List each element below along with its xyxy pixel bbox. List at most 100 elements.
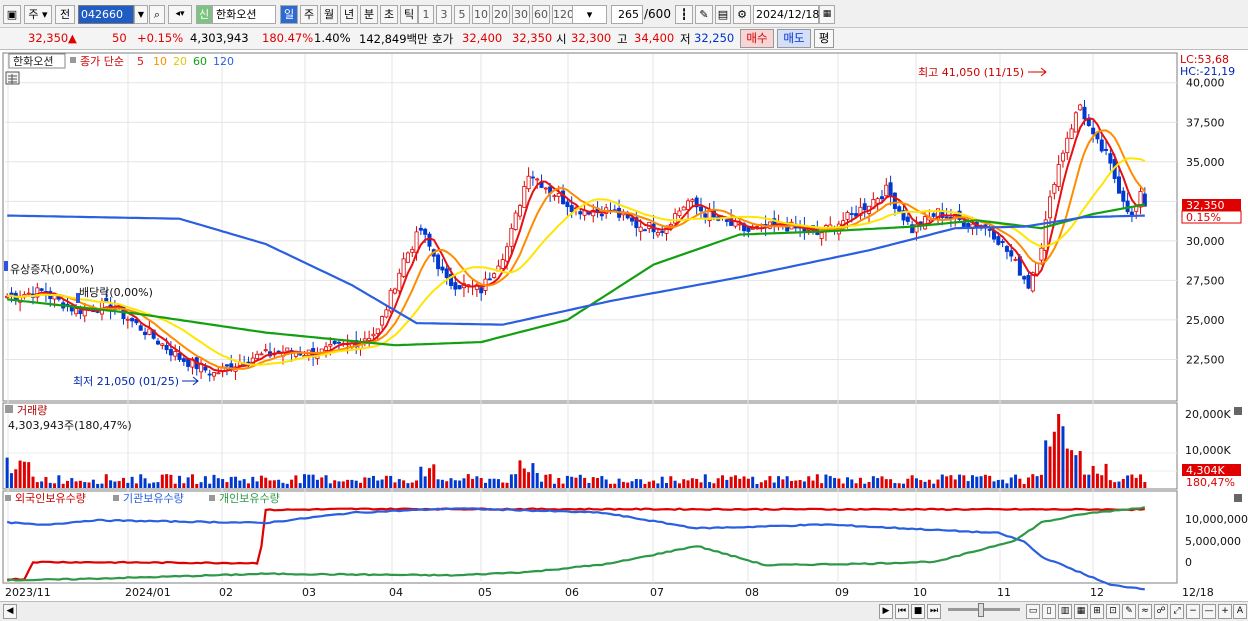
stock-name-field[interactable]: 한화오션 xyxy=(212,5,276,24)
period-tab-6[interactable]: 틱 xyxy=(400,5,418,24)
tool-icon-4[interactable]: ☍ xyxy=(1154,604,1168,619)
candle-body xyxy=(168,349,173,356)
layout-icon-4[interactable]: ▦ xyxy=(1074,604,1088,619)
period-tab-4[interactable]: 분 xyxy=(360,5,378,24)
candle-body xyxy=(336,341,341,344)
eval-button[interactable]: 평 xyxy=(814,29,834,48)
calendar-icon[interactable]: ▦ xyxy=(819,5,835,24)
speaker-icon[interactable]: ◂▾ xyxy=(168,5,192,24)
candle-body xyxy=(173,351,178,357)
save-icon[interactable]: ▤ xyxy=(715,5,731,24)
volume-bar xyxy=(660,476,664,488)
rewind-icon[interactable]: ⏮ xyxy=(895,604,909,619)
holding-tick-2: 5,000,000 xyxy=(1185,535,1241,548)
chart-area[interactable]: 한화오션 종가 단순 5 10 20 60 120 최고 41,050 (11/15) … xyxy=(0,51,1248,601)
x-axis-label: 02 xyxy=(219,586,233,599)
scroll-left-icon[interactable]: ◀ xyxy=(3,604,17,619)
holding-panel-close-icon[interactable] xyxy=(1234,494,1242,502)
interval-button-3[interactable]: 10 xyxy=(472,5,490,24)
period-tab-5[interactable]: 초 xyxy=(380,5,398,24)
volume-bar xyxy=(402,480,406,488)
volume-bar xyxy=(902,483,906,488)
interval-button-2[interactable]: 5 xyxy=(454,5,470,24)
candle-body xyxy=(1073,112,1078,133)
volume-bar xyxy=(677,483,681,488)
tool-icon-2[interactable]: ✎ xyxy=(1122,604,1136,619)
period-tab-2[interactable]: 월 xyxy=(320,5,338,24)
scroll-right-icon[interactable]: ▶ xyxy=(879,604,893,619)
x-axis-label: 2023/11 xyxy=(5,586,51,599)
interval-button-0[interactable]: 1 xyxy=(418,5,434,24)
layout-icon-5[interactable]: ⊞ xyxy=(1090,604,1104,619)
chart-scroll-bar[interactable]: ◀ ▶ ⏮ ■ ⏭ ▭ ▯ ▥ ▦ ⊞ ⊡ ✎ ≈ ☍ ⤢ − — + A xyxy=(0,601,1248,621)
zoom-slider-handle[interactable] xyxy=(978,603,984,617)
volume-bar xyxy=(1121,478,1125,488)
candle-body xyxy=(1060,152,1065,162)
volume-bar xyxy=(488,478,492,488)
tool-icon-5[interactable]: ⤢ xyxy=(1170,604,1184,619)
period-tab-1[interactable]: 주 xyxy=(300,5,318,24)
market-select[interactable]: 주 ▾ xyxy=(24,5,52,24)
badge-new: 신 xyxy=(196,5,212,24)
line-tool-icon[interactable]: ✎ xyxy=(695,5,713,24)
volume-bar xyxy=(535,473,539,488)
price-tick-label: 37,500 xyxy=(1186,116,1225,129)
volume-bar xyxy=(1022,483,1026,488)
sell-button[interactable]: 매도 xyxy=(777,29,811,48)
buy-button[interactable]: 매수 xyxy=(740,29,774,48)
volume-bar xyxy=(884,479,888,488)
minus-icon[interactable]: − xyxy=(1186,604,1200,619)
volume-panel-close-icon[interactable] xyxy=(1234,407,1242,415)
candle-body xyxy=(1142,193,1147,207)
interval-button-5[interactable]: 30 xyxy=(512,5,530,24)
interval-button-1[interactable]: 3 xyxy=(436,5,452,24)
legend-ma-10: 10 xyxy=(153,55,167,68)
layout-icon-3[interactable]: ▥ xyxy=(1058,604,1072,619)
holding-legend-1: 기관보유수량 xyxy=(123,492,184,505)
candle-body xyxy=(1138,191,1143,208)
candle-body xyxy=(884,184,889,197)
window-icon[interactable]: ▣ xyxy=(3,5,21,24)
volume-bar xyxy=(927,479,931,488)
volume-bar xyxy=(259,475,263,488)
volume-bar xyxy=(1100,475,1104,488)
settings-icon[interactable]: ⚙ xyxy=(733,5,751,24)
market-prefix[interactable]: 전 xyxy=(55,5,75,24)
volume-bar xyxy=(496,479,500,488)
zoom-slider[interactable] xyxy=(948,608,1020,611)
tool-icon-3[interactable]: ≈ xyxy=(1138,604,1152,619)
interval-button-6[interactable]: 60 xyxy=(532,5,550,24)
volume-bar xyxy=(975,476,979,488)
x-axis-label: 10 xyxy=(913,586,927,599)
date-input[interactable]: 2024/12/18 xyxy=(753,5,819,24)
candle-type-icon[interactable]: ┇ xyxy=(675,5,693,24)
search-icon[interactable]: ⌕ xyxy=(149,5,165,24)
volume-bar xyxy=(824,474,828,488)
stop-icon[interactable]: ■ xyxy=(911,604,925,619)
plus-icon[interactable]: + xyxy=(1218,604,1232,619)
font-a-icon[interactable]: A xyxy=(1233,604,1247,619)
volume-bar xyxy=(1005,483,1009,488)
holding-legend-2: 개인보유수량 xyxy=(219,492,280,505)
period-tab-3[interactable]: 년 xyxy=(340,5,358,24)
candle-body xyxy=(401,258,406,277)
layout-icon-2[interactable]: ▯ xyxy=(1042,604,1056,619)
volume-bar xyxy=(1018,478,1022,488)
volume-bar xyxy=(216,478,220,488)
code-dropdown-icon[interactable]: ▼ xyxy=(134,5,148,24)
volume-bar xyxy=(238,480,242,488)
volume-current-pct: 180,47% xyxy=(1186,476,1235,489)
period-tab-0[interactable]: 일 xyxy=(280,5,298,24)
institution-holding-line xyxy=(6,507,1145,591)
forward-icon[interactable]: ⏭ xyxy=(927,604,941,619)
interval-button-7[interactable]: 120 xyxy=(552,5,574,24)
stock-code-input[interactable] xyxy=(78,5,134,24)
quote-bid: 32,350 xyxy=(512,31,553,45)
interval-button-4[interactable]: 20 xyxy=(492,5,510,24)
count-input[interactable]: 265 xyxy=(611,5,643,24)
candle-body xyxy=(147,328,152,335)
layout-icon-1[interactable]: ▭ xyxy=(1026,604,1040,619)
interval-dropdown[interactable]: ▾ xyxy=(572,5,607,24)
tool-icon-1[interactable]: ⊡ xyxy=(1106,604,1120,619)
line-icon[interactable]: — xyxy=(1202,604,1216,619)
